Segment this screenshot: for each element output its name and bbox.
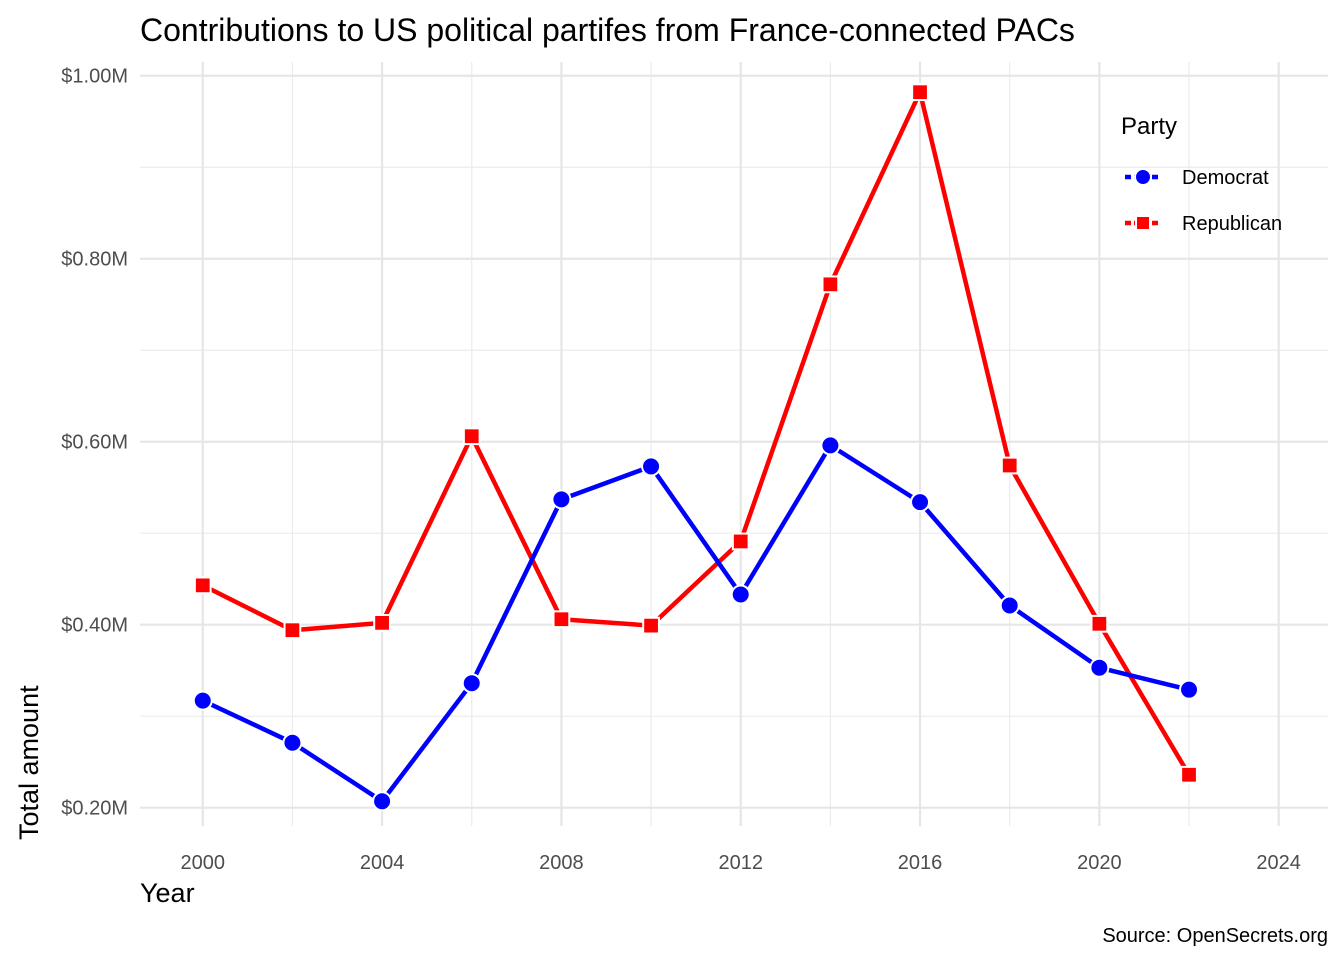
legend-marker-republican	[1135, 215, 1151, 231]
series-republican	[193, 83, 1198, 784]
data-point-republican	[373, 614, 391, 632]
data-point-democrat	[910, 492, 931, 513]
data-point-democrat	[1179, 679, 1200, 700]
data-point-republican	[283, 621, 302, 640]
x-tick-label: 2020	[1077, 852, 1122, 874]
x-tick-label: 2008	[539, 852, 584, 874]
data-point-republican	[1090, 614, 1109, 633]
data-point-democrat	[551, 489, 572, 510]
data-point-democrat	[1089, 657, 1110, 678]
series-line-democrat	[201, 443, 1190, 804]
data-point-republican	[911, 83, 929, 102]
y-axis-title: Total amount	[14, 685, 44, 840]
y-axis: $0.20M $0.40M $0.60M $0.80M $1.00M	[61, 66, 128, 820]
series-democrat	[192, 435, 1200, 812]
series-layer	[192, 83, 1200, 812]
data-point-republican	[552, 610, 571, 629]
legend-label-democrat: Democrat	[1182, 167, 1269, 189]
data-point-democrat	[372, 791, 393, 812]
legend-item-democrat: Democrat	[1125, 167, 1269, 189]
data-point-republican	[193, 576, 212, 595]
data-point-republican	[462, 427, 481, 446]
x-tick-label: 2024	[1256, 852, 1301, 874]
data-point-democrat	[461, 673, 482, 694]
data-point-democrat	[820, 435, 841, 456]
y-tick-label: $0.60M	[61, 432, 128, 454]
data-point-republican	[731, 532, 750, 551]
data-point-republican	[1000, 456, 1019, 475]
x-tick-label: 2016	[898, 852, 943, 874]
data-point-republican	[642, 616, 660, 635]
data-point-republican	[821, 275, 840, 294]
legend-label-republican: Republican	[1182, 213, 1282, 235]
x-axis: 2000 2004 2008 2012 2016 2020 2024	[181, 852, 1301, 874]
legend: Party Democrat Republican	[1121, 113, 1282, 235]
x-tick-label: 2000	[181, 852, 226, 874]
chart-title: Contributions to US political partifes f…	[140, 12, 1075, 48]
data-point-democrat	[999, 595, 1020, 616]
x-tick-label: 2012	[718, 852, 763, 874]
data-point-republican	[1180, 765, 1198, 784]
x-tick-label: 2004	[360, 852, 405, 874]
data-point-democrat	[192, 690, 213, 711]
data-point-democrat	[641, 456, 662, 477]
source-caption: Source: OpenSecrets.org	[1102, 925, 1328, 947]
legend-item-republican: Republican	[1125, 213, 1282, 235]
y-tick-label: $0.40M	[61, 615, 128, 637]
legend-marker-democrat	[1134, 168, 1152, 186]
data-point-democrat	[282, 732, 303, 753]
y-tick-label: $0.80M	[61, 249, 128, 271]
data-point-democrat	[730, 584, 751, 605]
series-line-republican	[201, 89, 1191, 776]
y-tick-label: $1.00M	[61, 66, 128, 88]
y-tick-label: $0.20M	[61, 798, 128, 820]
legend-title: Party	[1121, 113, 1177, 140]
x-axis-title: Year	[140, 878, 195, 908]
